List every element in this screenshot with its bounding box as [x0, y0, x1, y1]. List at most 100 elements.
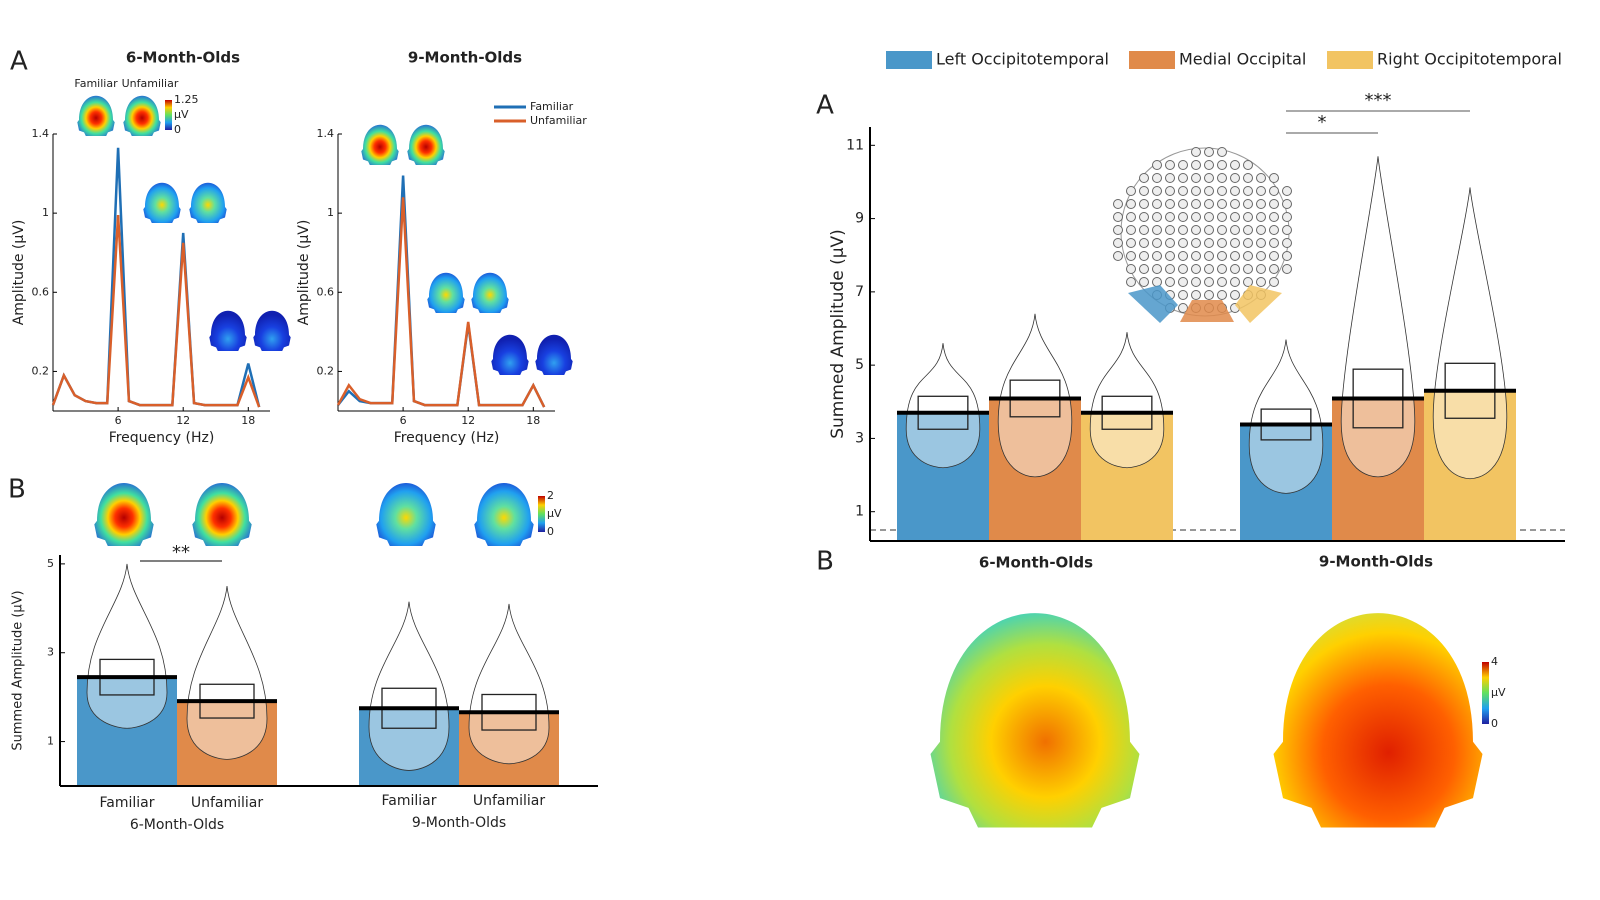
panel-label: A — [816, 91, 834, 121]
legend-swatch — [886, 51, 932, 69]
electrode — [1139, 212, 1149, 222]
electrode — [1256, 186, 1266, 196]
electrode — [1217, 277, 1227, 287]
electrode — [1126, 186, 1136, 196]
x-axis-label: Frequency (Hz) — [394, 430, 500, 446]
y-tick-label: 0.6 — [317, 285, 335, 298]
x-tick-label: Familiar — [100, 795, 155, 811]
electrode — [1165, 212, 1175, 222]
electrode — [1256, 212, 1266, 222]
electrode — [1178, 199, 1188, 209]
electrode — [1217, 199, 1227, 209]
electrode — [1204, 160, 1214, 170]
electrode — [1204, 199, 1214, 209]
electrode — [1243, 277, 1253, 287]
violin — [1432, 187, 1508, 480]
electrode — [1204, 251, 1214, 261]
electrode — [1126, 199, 1136, 209]
electrode — [1165, 186, 1175, 196]
x-tick-label: 12 — [461, 414, 475, 427]
electrode — [1152, 264, 1162, 274]
electrode — [1217, 290, 1227, 300]
electrode — [1191, 199, 1201, 209]
y-tick-label: 1 — [327, 206, 334, 219]
topomap-head — [209, 310, 247, 351]
electrode — [1230, 277, 1240, 287]
electrode — [1152, 186, 1162, 196]
panel-label: B — [816, 547, 834, 577]
topomap-head — [143, 182, 181, 223]
electrode — [1230, 186, 1240, 196]
x-tick-label: 6 — [115, 414, 122, 427]
electrode — [1191, 147, 1201, 157]
electrode — [1269, 238, 1279, 248]
bar — [1081, 412, 1173, 541]
colorbar-label: µV — [547, 507, 562, 520]
y-tick-label: 7 — [855, 284, 864, 300]
electrode — [1282, 238, 1292, 248]
roi-medial — [1180, 300, 1234, 322]
colorbar-label: 0 — [1491, 717, 1498, 730]
electrode — [1152, 160, 1162, 170]
violin — [1089, 332, 1165, 469]
electrode — [1282, 225, 1292, 235]
electrode — [1178, 186, 1188, 196]
y-tick-label: 1 — [42, 206, 49, 219]
violin — [1248, 339, 1324, 494]
electrode — [1113, 238, 1123, 248]
topomap-head — [427, 272, 465, 313]
topomap-title: 6-Month-Olds — [979, 554, 1093, 572]
electrode — [1152, 173, 1162, 183]
electrode — [1178, 160, 1188, 170]
electrode — [1191, 264, 1201, 274]
electrode — [1230, 264, 1240, 274]
topomap-head — [491, 334, 529, 375]
electrode — [1191, 225, 1201, 235]
electrode — [1178, 225, 1188, 235]
y-axis-label: Summed Amplitude (µV) — [11, 590, 26, 750]
electrode — [1178, 251, 1188, 261]
bar — [177, 701, 277, 786]
x-tick-label: 18 — [526, 414, 540, 427]
electrode — [1113, 251, 1123, 261]
x-tick-label: Familiar — [382, 793, 437, 809]
electrode — [1126, 238, 1136, 248]
electrode — [1269, 212, 1279, 222]
legend-label: Familiar — [530, 100, 574, 113]
topomap-head — [407, 124, 445, 165]
electrode — [1191, 186, 1201, 196]
electrode — [1204, 186, 1214, 196]
electrode — [1269, 225, 1279, 235]
electrode — [1204, 225, 1214, 235]
topomap-title: 9-Month-Olds — [1319, 553, 1433, 571]
electrode — [1243, 212, 1253, 222]
colorbar — [538, 496, 545, 532]
electrode — [1243, 160, 1253, 170]
electrode — [1139, 173, 1149, 183]
bar — [897, 412, 989, 541]
electrode — [1204, 264, 1214, 274]
electrode — [1139, 251, 1149, 261]
chart-title: 9-Month-Olds — [408, 49, 522, 67]
electrode — [1113, 225, 1123, 235]
y-tick-label: 3 — [47, 646, 54, 659]
electrode — [1139, 238, 1149, 248]
electrode — [1191, 277, 1201, 287]
panel-label: B — [8, 475, 26, 505]
electrode — [1243, 173, 1253, 183]
electrode — [1230, 225, 1240, 235]
electrode — [1178, 290, 1188, 300]
electrode — [1217, 225, 1227, 235]
electrode — [1269, 186, 1279, 196]
y-tick-label: 5 — [855, 357, 864, 373]
electrode — [1165, 173, 1175, 183]
electrode — [1204, 173, 1214, 183]
electrode — [1217, 251, 1227, 261]
electrode — [1217, 160, 1227, 170]
x-tick-label: 12 — [176, 414, 190, 427]
y-axis-label: Amplitude (µV) — [11, 220, 27, 326]
electrode — [1230, 238, 1240, 248]
topomap-head — [253, 310, 291, 351]
electrode — [1243, 199, 1253, 209]
